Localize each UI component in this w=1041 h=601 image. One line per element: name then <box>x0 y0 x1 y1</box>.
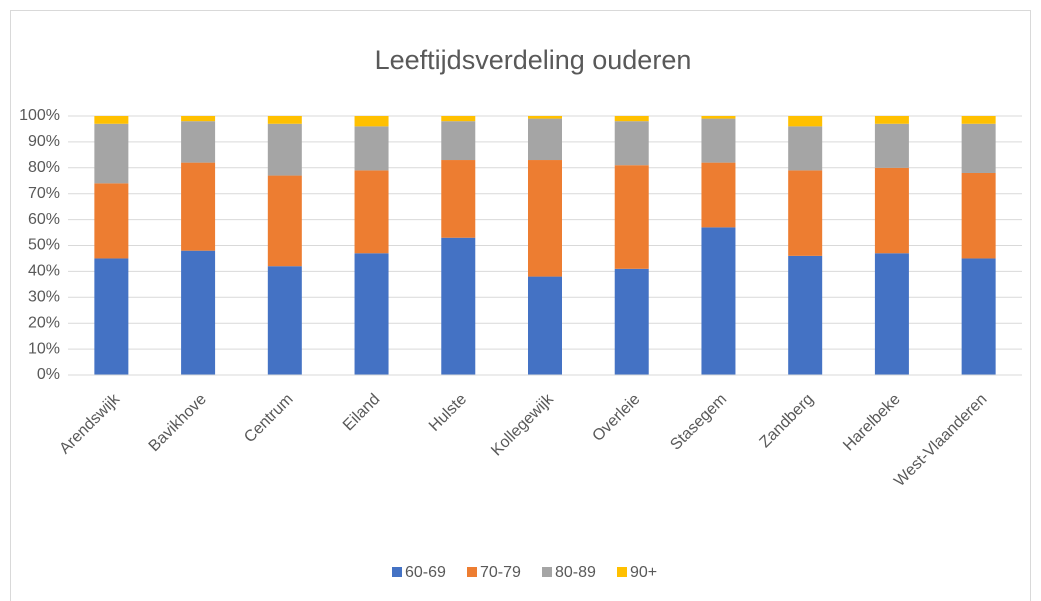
bar-segment <box>614 116 649 122</box>
y-tick-label: 0% <box>37 366 60 383</box>
bar-segment <box>874 167 909 254</box>
bar-segment <box>267 266 302 375</box>
bar-segment <box>528 116 562 119</box>
bar-segment <box>181 116 216 122</box>
bar-segment <box>614 121 649 166</box>
bar-segment <box>441 237 476 375</box>
bar-segment <box>181 162 216 251</box>
bar-segment <box>788 170 823 256</box>
bar-segment <box>354 170 389 254</box>
legend-label: 60-69 <box>405 564 446 581</box>
bar-segment <box>788 116 823 127</box>
bar-segment <box>267 175 302 267</box>
bar-segment <box>181 250 216 375</box>
bar-segment <box>788 255 823 375</box>
bar-segment <box>874 116 909 124</box>
chart-border <box>10 10 1031 601</box>
bar-segment <box>701 116 736 119</box>
bar-segment <box>961 123 996 173</box>
legend-swatch <box>542 567 552 577</box>
bar-segment <box>94 183 129 259</box>
chart-title: Leeftijdsverdeling ouderen <box>375 45 692 75</box>
legend-label: 80-89 <box>555 564 596 581</box>
y-tick-label: 70% <box>28 185 60 202</box>
bar-segment <box>701 227 736 375</box>
bar-segment <box>528 276 562 375</box>
legend-label: 70-79 <box>480 564 521 581</box>
bar-segment <box>961 258 996 375</box>
y-tick-label: 40% <box>28 263 60 280</box>
bar-segment <box>94 116 129 124</box>
y-tick-label: 10% <box>28 340 60 357</box>
bar-segment <box>874 253 909 375</box>
bar-segment <box>701 118 736 163</box>
bar-segment <box>528 118 562 161</box>
bar-segment <box>181 121 216 163</box>
legend-label: 90+ <box>630 564 657 581</box>
bar-segment <box>441 121 476 161</box>
bar-segment <box>961 116 996 124</box>
bar-segment <box>874 123 909 168</box>
y-tick-label: 60% <box>28 211 60 228</box>
legend-swatch <box>467 567 477 577</box>
bar-segment <box>94 123 129 184</box>
bar-segment <box>701 162 736 228</box>
bar-segment <box>94 258 129 375</box>
bar-segment <box>441 116 476 122</box>
y-tick-label: 30% <box>28 289 60 306</box>
bar-segment <box>354 126 389 171</box>
legend-swatch <box>392 567 402 577</box>
bar-segment <box>354 116 389 127</box>
bar-segment <box>441 160 476 238</box>
y-tick-label: 100% <box>19 107 60 124</box>
bar-segment <box>788 126 823 171</box>
bar-segment <box>267 116 302 124</box>
y-tick-label: 50% <box>28 237 60 254</box>
bar-segment <box>267 123 302 176</box>
bar-segment <box>614 165 649 269</box>
bar-segment <box>354 253 389 375</box>
y-tick-label: 80% <box>28 159 60 176</box>
bar-segment <box>961 172 996 259</box>
bar-segment <box>528 160 562 277</box>
y-tick-label: 90% <box>28 133 60 150</box>
bar-segment <box>614 268 649 375</box>
legend-swatch <box>617 567 627 577</box>
y-tick-label: 20% <box>28 314 60 331</box>
